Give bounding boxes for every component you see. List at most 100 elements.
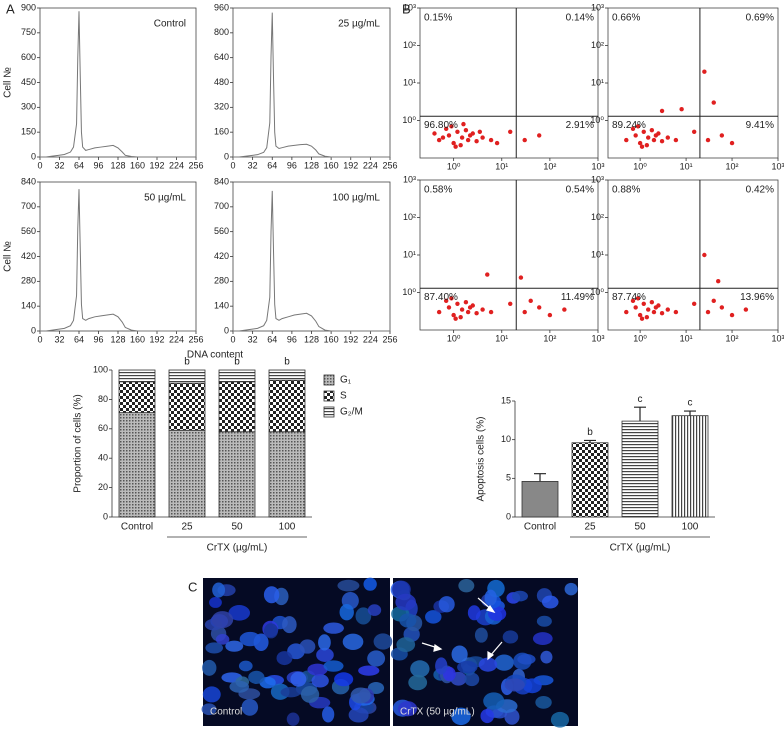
error-bar [534, 473, 546, 482]
nucleus [323, 622, 344, 634]
event-point [436, 137, 442, 143]
event-point [446, 133, 452, 138]
x-tick-label: 160 [130, 160, 145, 170]
nucleus [322, 706, 335, 723]
y-tick-label: 10² [403, 212, 416, 222]
y-tick-label: 10² [591, 212, 604, 222]
x-tick-label: 50 [231, 522, 243, 533]
nucleus [238, 660, 253, 672]
bar-segment [218, 381, 256, 433]
x-tick-label: Control [524, 522, 556, 533]
significance: c [638, 394, 643, 405]
nucleus [451, 707, 471, 726]
event-point [449, 296, 454, 301]
y-tick-label: 840 [21, 176, 36, 186]
nucleus [494, 654, 514, 671]
plot-frame [232, 181, 391, 332]
event-point [729, 312, 735, 318]
nucleus [311, 673, 329, 688]
nucleus [397, 701, 418, 717]
nucleus [451, 645, 468, 664]
y-tick-label: 800 [214, 27, 229, 37]
event-point [719, 305, 725, 310]
event-point [432, 131, 437, 136]
x-tick-label: 10⁰ [633, 333, 647, 343]
plot-label: 25 µg/mL [338, 19, 380, 30]
x-tick-label: 256 [188, 160, 203, 170]
nucleus [350, 687, 371, 704]
nucleus [564, 582, 578, 596]
legend-label: G₂/M [340, 407, 363, 418]
event-point [436, 309, 442, 315]
event-point [480, 307, 485, 312]
x-tick-label: 256 [382, 334, 397, 344]
nucleus [425, 610, 442, 624]
x-tick-label: 160 [324, 160, 339, 170]
nucleus [205, 642, 224, 654]
plot-frame [419, 179, 599, 331]
bar-segment [118, 369, 156, 383]
nucleus [225, 640, 244, 652]
significance: b [234, 357, 240, 368]
x-tick-label: 10⁰ [633, 161, 647, 171]
event-point [644, 142, 650, 148]
quadrant-percent: 0.58% [424, 185, 452, 196]
nucleus [483, 692, 505, 710]
nucleus [540, 650, 553, 664]
quadrant-percent: 11.49% [561, 292, 594, 303]
image-label: Control [210, 707, 242, 718]
nucleus [541, 595, 559, 609]
event-point [659, 139, 665, 144]
nucleus [478, 657, 498, 672]
bar [521, 481, 559, 518]
event-point [488, 309, 494, 315]
y-axis-label: Apoptosis cells (%) [476, 416, 487, 501]
event-point [480, 135, 485, 140]
event-point [691, 129, 697, 134]
nucleus [215, 634, 230, 645]
nucleus [323, 660, 344, 672]
y-tick-label: 10¹ [591, 249, 604, 259]
event-point [679, 107, 684, 112]
significance: b [587, 427, 593, 438]
x-tick-label: 64 [74, 334, 84, 344]
x-tick-label: 10³ [591, 161, 604, 171]
quadrant-percent: 0.69% [746, 13, 774, 24]
event-point [630, 126, 636, 132]
bar-segment [218, 431, 256, 518]
y-tick-label: 15 [501, 395, 511, 405]
event-point [522, 137, 527, 143]
x-tick-label: 160 [130, 334, 145, 344]
event-point [649, 300, 655, 305]
x-tick-label: 96 [287, 334, 297, 344]
event-point [691, 301, 697, 306]
event-point [711, 100, 716, 105]
nucleus [464, 672, 480, 687]
y-axis-label: Cell № [3, 241, 14, 272]
event-point [659, 311, 665, 316]
quadrant-percent: 0.15% [424, 13, 452, 24]
event-point [494, 140, 500, 146]
x-tick-label: 256 [188, 334, 203, 344]
event-point [485, 272, 490, 277]
quadrant-percent: 2.91% [566, 120, 594, 131]
y-tick-label: 320 [214, 102, 229, 112]
bar-segment [118, 381, 156, 414]
bar-segment [268, 369, 306, 381]
event-point [528, 298, 533, 304]
x-tick-label: 128 [304, 160, 319, 170]
nucleus [502, 630, 519, 644]
x-tick-label: 100 [279, 522, 296, 533]
event-point [673, 137, 679, 143]
x-tick-label: 50 [634, 522, 646, 533]
event-point [651, 309, 657, 315]
event-point [639, 144, 645, 149]
x-tick-label: 224 [169, 160, 184, 170]
group-label: CrTX (µg/mL) [207, 543, 268, 554]
x-tick-label: 10¹ [680, 333, 693, 343]
x-tick-label: 10⁰ [447, 333, 461, 343]
nucleus [467, 605, 481, 621]
legend-swatch [323, 406, 335, 418]
event-point [537, 133, 542, 138]
